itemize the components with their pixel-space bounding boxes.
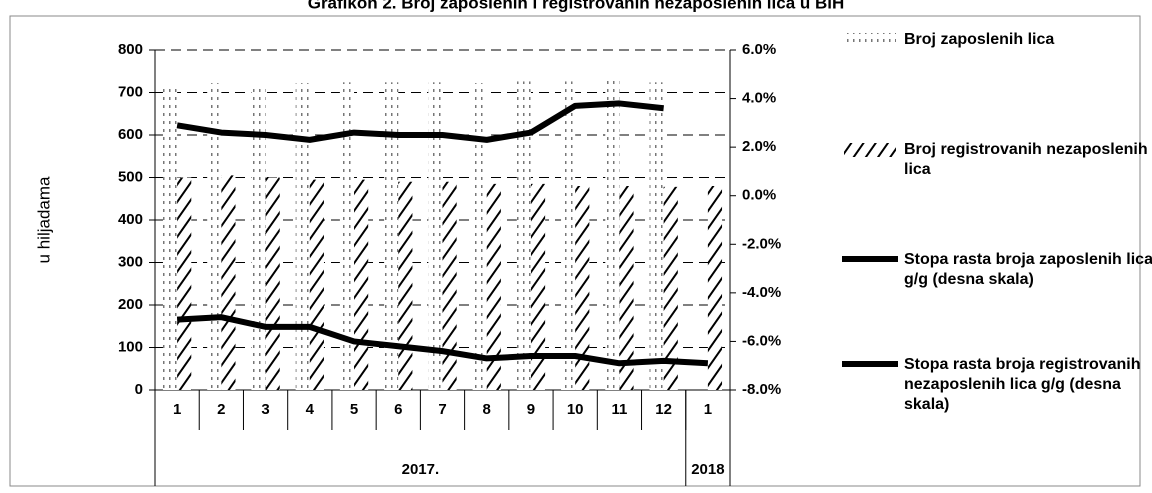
x-tick-label: 1: [704, 401, 712, 418]
bar: [177, 177, 192, 390]
legend-entry: Stopa rasta broja zaposlenih lica g/g (d…: [840, 250, 1152, 290]
y-tick-label: 0: [135, 381, 143, 398]
bar: [442, 181, 457, 390]
x-tick-label: 3: [261, 401, 269, 418]
y-tick-label: 300: [118, 253, 143, 270]
bar: [398, 181, 413, 390]
bar: [339, 82, 355, 391]
bar: [162, 84, 178, 390]
x-tick-label: 10: [567, 401, 584, 418]
y2-tick-label: 0.0%: [742, 187, 776, 204]
x-tick-label: 5: [350, 401, 358, 418]
x-tick-label: 2: [217, 401, 225, 418]
y-axis-label: u hiljadama: [34, 176, 53, 263]
legend-swatch: [844, 143, 896, 157]
legend-label: Broj zaposlenih lica: [904, 31, 1055, 48]
legend-label: Stopa rasta broja zaposlenih lica g/g (d…: [904, 251, 1152, 288]
bar: [354, 179, 369, 390]
y-tick-label: 100: [118, 338, 143, 355]
bar: [530, 183, 546, 390]
bar: [561, 81, 576, 390]
x-tick-label: 7: [438, 401, 446, 418]
legend-label: Broj registrovanih nezaposlenih lica: [904, 141, 1148, 178]
bar: [309, 179, 324, 390]
bar: [295, 83, 310, 391]
bar: [516, 81, 531, 390]
x-tick-label: 4: [306, 401, 315, 418]
bar: [486, 183, 501, 390]
bar: [472, 83, 487, 391]
y-tick-label: 200: [118, 296, 143, 313]
legend-entry: Broj registrovanih nezaposlenih lica: [840, 140, 1152, 180]
x-tick-label: 1: [173, 401, 181, 418]
y2-tick-label: 4.0%: [742, 90, 776, 107]
bar: [207, 83, 222, 391]
bar: [221, 175, 236, 390]
y-tick-label: 400: [118, 211, 143, 228]
bar: [649, 82, 664, 391]
bar: [384, 82, 399, 391]
bar: [428, 82, 443, 391]
x-tick-label: 12: [655, 401, 672, 418]
group-label: 2017.: [402, 461, 440, 478]
y2-tick-label: -2.0%: [742, 235, 781, 252]
group-label: 2018: [691, 461, 724, 478]
x-tick-label: 8: [483, 401, 491, 418]
legend-label: Stopa rasta broja registrovanih nezaposl…: [904, 356, 1141, 413]
line: [176, 100, 664, 143]
legend-swatch: [842, 361, 898, 367]
legend-swatch: [844, 33, 896, 47]
y2-tick-label: -8.0%: [742, 381, 781, 398]
y2-tick-label: 2.0%: [742, 138, 776, 155]
legend-swatch: [842, 256, 898, 262]
y-tick-label: 800: [118, 41, 143, 58]
y-tick-label: 700: [118, 83, 143, 100]
bar: [575, 186, 590, 390]
y2-tick-label: 6.0%: [742, 41, 776, 58]
chart-title: Grafikon 2. Broj zaposlenih i registrova…: [308, 0, 845, 12]
bar: [251, 84, 266, 390]
y-tick-label: 500: [118, 168, 143, 185]
bar: [265, 177, 280, 390]
x-tick-label: 6: [394, 401, 402, 418]
legend-entry: Stopa rasta broja registrovanih nezaposl…: [840, 355, 1152, 415]
x-tick-label: 11: [611, 401, 627, 418]
y-tick-label: 600: [118, 126, 143, 143]
y2-tick-label: -4.0%: [742, 284, 781, 301]
bar: [605, 80, 620, 390]
y2-tick-label: -6.0%: [742, 332, 781, 349]
bar: [707, 186, 723, 390]
line: [176, 314, 709, 367]
legend-entry: Broj zaposlenih lica: [840, 30, 1152, 50]
frame: [9, 15, 1141, 487]
bar: [663, 186, 678, 390]
x-tick-label: 9: [527, 401, 535, 418]
bar: [619, 186, 634, 390]
